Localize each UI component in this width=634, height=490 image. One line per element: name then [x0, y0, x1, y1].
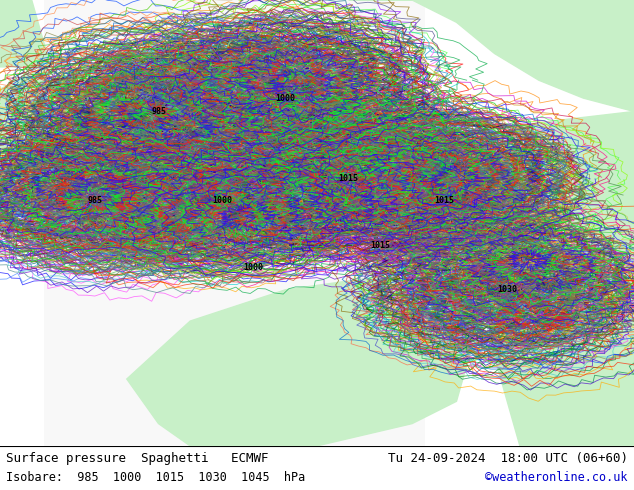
Text: 1015: 1015 — [434, 196, 454, 205]
Text: 1015: 1015 — [370, 241, 391, 250]
Text: 1000: 1000 — [212, 196, 232, 205]
Text: Surface pressure  Spaghetti   ECMWF: Surface pressure Spaghetti ECMWF — [6, 452, 269, 465]
Polygon shape — [349, 0, 634, 112]
Bar — [44, 0, 425, 446]
Polygon shape — [0, 0, 51, 67]
Text: 985: 985 — [151, 107, 166, 116]
Polygon shape — [476, 112, 634, 446]
Text: 1000: 1000 — [275, 94, 295, 102]
Polygon shape — [127, 276, 476, 446]
Text: ©weatheronline.co.uk: ©weatheronline.co.uk — [485, 471, 628, 484]
Text: 1015: 1015 — [339, 174, 359, 183]
Text: 1000: 1000 — [243, 263, 264, 272]
Text: Isobare:  985  1000  1015  1030  1045  hPa: Isobare: 985 1000 1015 1030 1045 hPa — [6, 471, 306, 484]
Text: Tu 24-09-2024  18:00 UTC (06+60): Tu 24-09-2024 18:00 UTC (06+60) — [387, 452, 628, 465]
Text: 1030: 1030 — [497, 285, 517, 294]
Text: 985: 985 — [87, 196, 103, 205]
Polygon shape — [0, 67, 44, 223]
Polygon shape — [171, 98, 222, 156]
